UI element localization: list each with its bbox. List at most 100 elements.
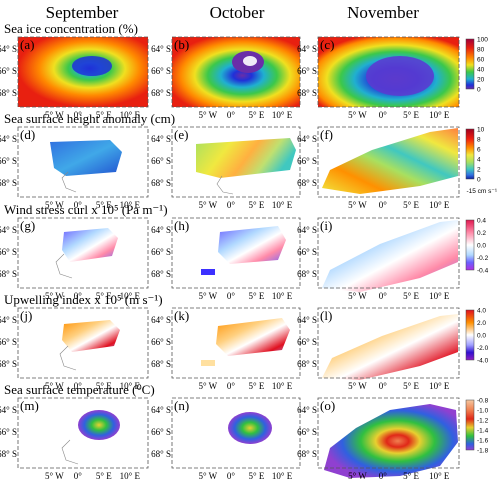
lon-tick-label: 5° W	[348, 291, 367, 301]
colorbar-tick-label: 10	[477, 127, 485, 134]
panel-frame	[317, 126, 460, 198]
lon-tick-label: 10° E	[272, 200, 293, 210]
panel-frame	[171, 307, 301, 379]
lon-tick-label: 0°	[227, 291, 236, 301]
colorbar-tick-label: -4.0	[477, 358, 489, 365]
colorbar-tick-label: -0.4	[477, 268, 489, 275]
row-title: Sea surface temperature (⁰C)	[4, 382, 155, 397]
lon-tick-label: 5° W	[198, 110, 217, 120]
panel-c	[318, 37, 459, 107]
colorbar-tick-label: -1.8	[477, 448, 489, 455]
lon-tick-label: 10° E	[429, 381, 450, 391]
lon-tick-label: 0°	[74, 471, 83, 481]
lon-tick-label: 5° E	[249, 110, 265, 120]
colorbar-tick-label: 0	[477, 177, 481, 184]
lon-tick-label: 0°	[227, 471, 236, 481]
coast-contour	[61, 171, 77, 193]
lon-tick-label: 5° E	[96, 471, 112, 481]
lon-tick-label: 5° E	[96, 381, 112, 391]
ice-core-center	[243, 56, 257, 66]
lat-tick-label: 64° S	[151, 315, 171, 325]
lat-tick-label: 64° S	[0, 405, 17, 415]
lat-tick-label: 64° S	[151, 225, 171, 235]
panel-frame	[317, 307, 460, 379]
curl-field	[62, 228, 118, 262]
colorbar-tick-label: -1.2	[477, 418, 489, 425]
colorbar	[465, 219, 475, 271]
sst-field	[324, 404, 458, 478]
panel-frame	[17, 217, 149, 289]
lat-tick-label: 68° S	[151, 178, 171, 188]
lon-tick-label: 10° E	[272, 110, 293, 120]
lon-tick-label: 5° W	[348, 381, 367, 391]
lon-tick-label: 0°	[379, 291, 388, 301]
colorbar-tick-label: 8	[477, 137, 481, 144]
colorbar-tick-label: 80	[477, 47, 485, 54]
lat-tick-label: 66° S	[151, 66, 171, 76]
colorbar-tick-label: 60	[477, 57, 485, 64]
lat-tick-label: 64° S	[151, 134, 171, 144]
upwelling-patch	[201, 360, 215, 366]
panel-l	[322, 314, 458, 380]
panel-frame	[317, 397, 460, 469]
panel-k	[201, 318, 290, 366]
lon-tick-label: 10° E	[429, 291, 450, 301]
lon-tick-label: 5° E	[403, 200, 419, 210]
panel-letter: (g)	[20, 218, 35, 233]
colorbar-tick-label: 40	[477, 67, 485, 74]
panel-frame	[171, 126, 301, 198]
lat-tick-label: 68° S	[297, 269, 317, 279]
lat-tick-label: 68° S	[0, 269, 17, 279]
lon-tick-label: 0°	[227, 200, 236, 210]
lat-tick-label: 68° S	[151, 359, 171, 369]
colorbar-tick-label: 2	[477, 167, 481, 174]
lat-tick-label: 66° S	[151, 337, 171, 347]
lon-tick-label: 5° W	[198, 471, 217, 481]
ice-field	[172, 37, 300, 107]
panel-frame	[17, 36, 149, 108]
lat-tick-label: 64° S	[297, 225, 317, 235]
lon-tick-label: 10° E	[272, 381, 293, 391]
lon-tick-label: 0°	[227, 110, 236, 120]
curl-field	[218, 226, 286, 264]
lat-tick-label: 68° S	[297, 88, 317, 98]
lon-tick-label: 5° E	[249, 291, 265, 301]
lat-tick-label: 64° S	[0, 134, 17, 144]
colorbar-tick-label: 4	[477, 157, 481, 164]
sst-field	[228, 412, 272, 444]
lon-tick-label: 5° W	[45, 291, 64, 301]
lat-tick-label: 68° S	[297, 359, 317, 369]
coast-contour	[55, 253, 73, 279]
lat-tick-label: 68° S	[151, 269, 171, 279]
colorbar-tick-label: -0.8	[477, 398, 489, 405]
panel-letter: (h)	[174, 218, 189, 233]
panel-letter: (j)	[20, 308, 32, 323]
lon-tick-label: 10° E	[120, 110, 141, 120]
colorbar-tick-label: 20	[477, 77, 485, 84]
lat-tick-label: 64° S	[297, 315, 317, 325]
lat-tick-label: 68° S	[297, 178, 317, 188]
coast-contour	[61, 439, 79, 465]
lat-tick-label: 68° S	[151, 449, 171, 459]
panel-letter: (k)	[174, 308, 189, 323]
lat-tick-label: 68° S	[0, 359, 17, 369]
colorbar	[465, 399, 475, 451]
panel-frame	[17, 126, 149, 198]
lat-tick-label: 68° S	[0, 449, 17, 459]
lon-tick-label: 10° E	[429, 200, 450, 210]
lon-tick-label: 10° E	[429, 471, 450, 481]
lon-tick-label: 5° W	[198, 381, 217, 391]
sst-field	[78, 410, 120, 440]
lon-tick-label: 5° E	[249, 200, 265, 210]
curl-patch	[201, 269, 215, 275]
colorbar	[465, 309, 475, 361]
lat-tick-label: 64° S	[0, 44, 17, 54]
lat-tick-label: 66° S	[297, 247, 317, 257]
column-title: November	[347, 3, 419, 22]
lat-tick-label: 66° S	[0, 337, 17, 347]
lon-tick-label: 5° E	[96, 200, 112, 210]
lon-tick-label: 5° W	[45, 381, 64, 391]
lon-tick-label: 0°	[74, 200, 83, 210]
panel-i	[322, 220, 458, 292]
column-title: September	[46, 3, 119, 22]
